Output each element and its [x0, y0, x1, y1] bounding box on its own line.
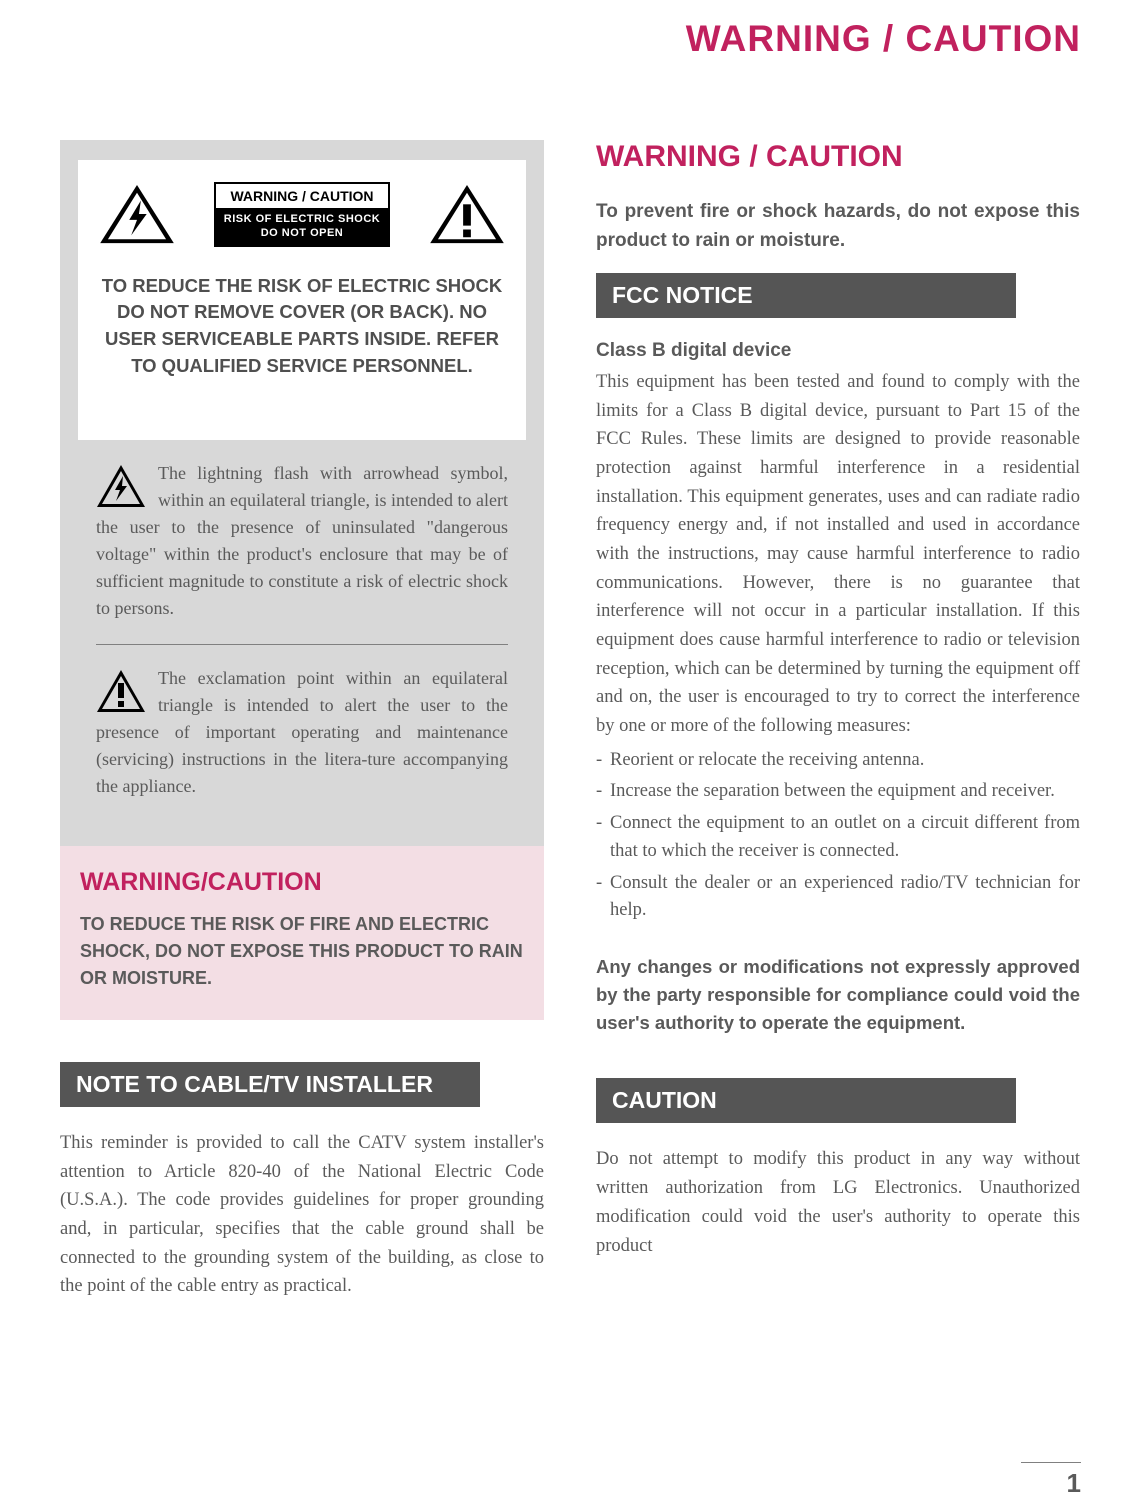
note-installer-body: This reminder is provided to call the CA… [60, 1129, 544, 1301]
pink-body: TO REDUCE THE RISK OF FIRE AND ELECTRIC … [80, 911, 524, 992]
dash-icon: - [596, 747, 610, 775]
caution-body: Do not attempt to modify this product in… [596, 1145, 1080, 1260]
fcc-body: This equipment has been tested and found… [596, 368, 1080, 741]
left-column: WARNING / CAUTION RISK OF ELECTRIC SHOCK… [60, 140, 544, 1301]
lightning-triangle-icon [98, 183, 176, 245]
exclaim-explain-block: The exclamation point within an equilate… [78, 645, 526, 822]
list-item-text: Increase the separation between the equi… [610, 778, 1080, 806]
pink-heading: WARNING/CAUTION [80, 868, 524, 897]
lightning-explain-block: The lightning flash with arrowhead symbo… [78, 440, 526, 644]
label-top: WARNING / CAUTION [216, 184, 388, 208]
fcc-notice-bar: FCC NOTICE [596, 273, 1016, 318]
caution-bar: CAUTION [596, 1078, 1016, 1123]
classb-heading: Class B digital device [596, 340, 1080, 362]
list-item-text: Consult the dealer or an experienced rad… [610, 870, 1080, 926]
page-title: WARNING / CAUTION [60, 18, 1081, 60]
dash-icon: - [596, 870, 610, 926]
dash-icon: - [596, 810, 610, 866]
list-item-text: Connect the equipment to an outlet on a … [610, 810, 1080, 866]
page-number-rule [1021, 1462, 1081, 1463]
list-item: -Connect the equipment to an outlet on a… [596, 810, 1080, 866]
list-item: -Increase the separation between the equ… [596, 778, 1080, 806]
label-bottom: RISK OF ELECTRIC SHOCK DO NOT OPEN [216, 208, 388, 245]
list-item: -Consult the dealer or an experienced ra… [596, 870, 1080, 926]
lightning-explain-text: The lightning flash with arrowhead symbo… [96, 463, 508, 618]
page-number: 1 [1067, 1468, 1081, 1499]
fcc-measures-list: -Reorient or relocate the receiving ante… [596, 747, 1080, 926]
white-inner-panel: WARNING / CAUTION RISK OF ELECTRIC SHOCK… [78, 160, 526, 440]
pink-warning-box: WARNING/CAUTION TO REDUCE THE RISK OF FI… [60, 846, 544, 1020]
list-item: -Reorient or relocate the receiving ante… [596, 747, 1080, 775]
dash-icon: - [596, 778, 610, 806]
right-heading: WARNING / CAUTION [596, 140, 1080, 174]
warning-label-box: WARNING / CAUTION RISK OF ELECTRIC SHOCK… [214, 182, 390, 247]
two-column-layout: WARNING / CAUTION RISK OF ELECTRIC SHOCK… [60, 140, 1081, 1301]
list-item-text: Reorient or relocate the receiving anten… [610, 747, 1080, 775]
label-bottom-line1: RISK OF ELECTRIC SHOCK [224, 213, 380, 225]
note-installer-bar: NOTE TO CABLE/TV INSTALLER [60, 1062, 480, 1107]
label-bottom-line2: DO NOT OPEN [261, 227, 344, 239]
right-lead: To prevent fire or shock hazards, do not… [596, 198, 1080, 255]
lightning-icon [96, 464, 146, 508]
exclaim-triangle-icon [428, 183, 506, 245]
reduce-risk-text: TO REDUCE THE RISK OF ELECTRIC SHOCK DO … [92, 273, 512, 380]
right-column: WARNING / CAUTION To prevent fire or sho… [596, 140, 1080, 1301]
changes-paragraph: Any changes or modifications not express… [596, 953, 1080, 1036]
gray-warning-box: WARNING / CAUTION RISK OF ELECTRIC SHOCK… [60, 140, 544, 846]
exclaim-icon [96, 669, 146, 713]
exclaim-explain-text: The exclamation point within an equilate… [96, 668, 508, 796]
icon-row: WARNING / CAUTION RISK OF ELECTRIC SHOCK… [92, 182, 512, 247]
